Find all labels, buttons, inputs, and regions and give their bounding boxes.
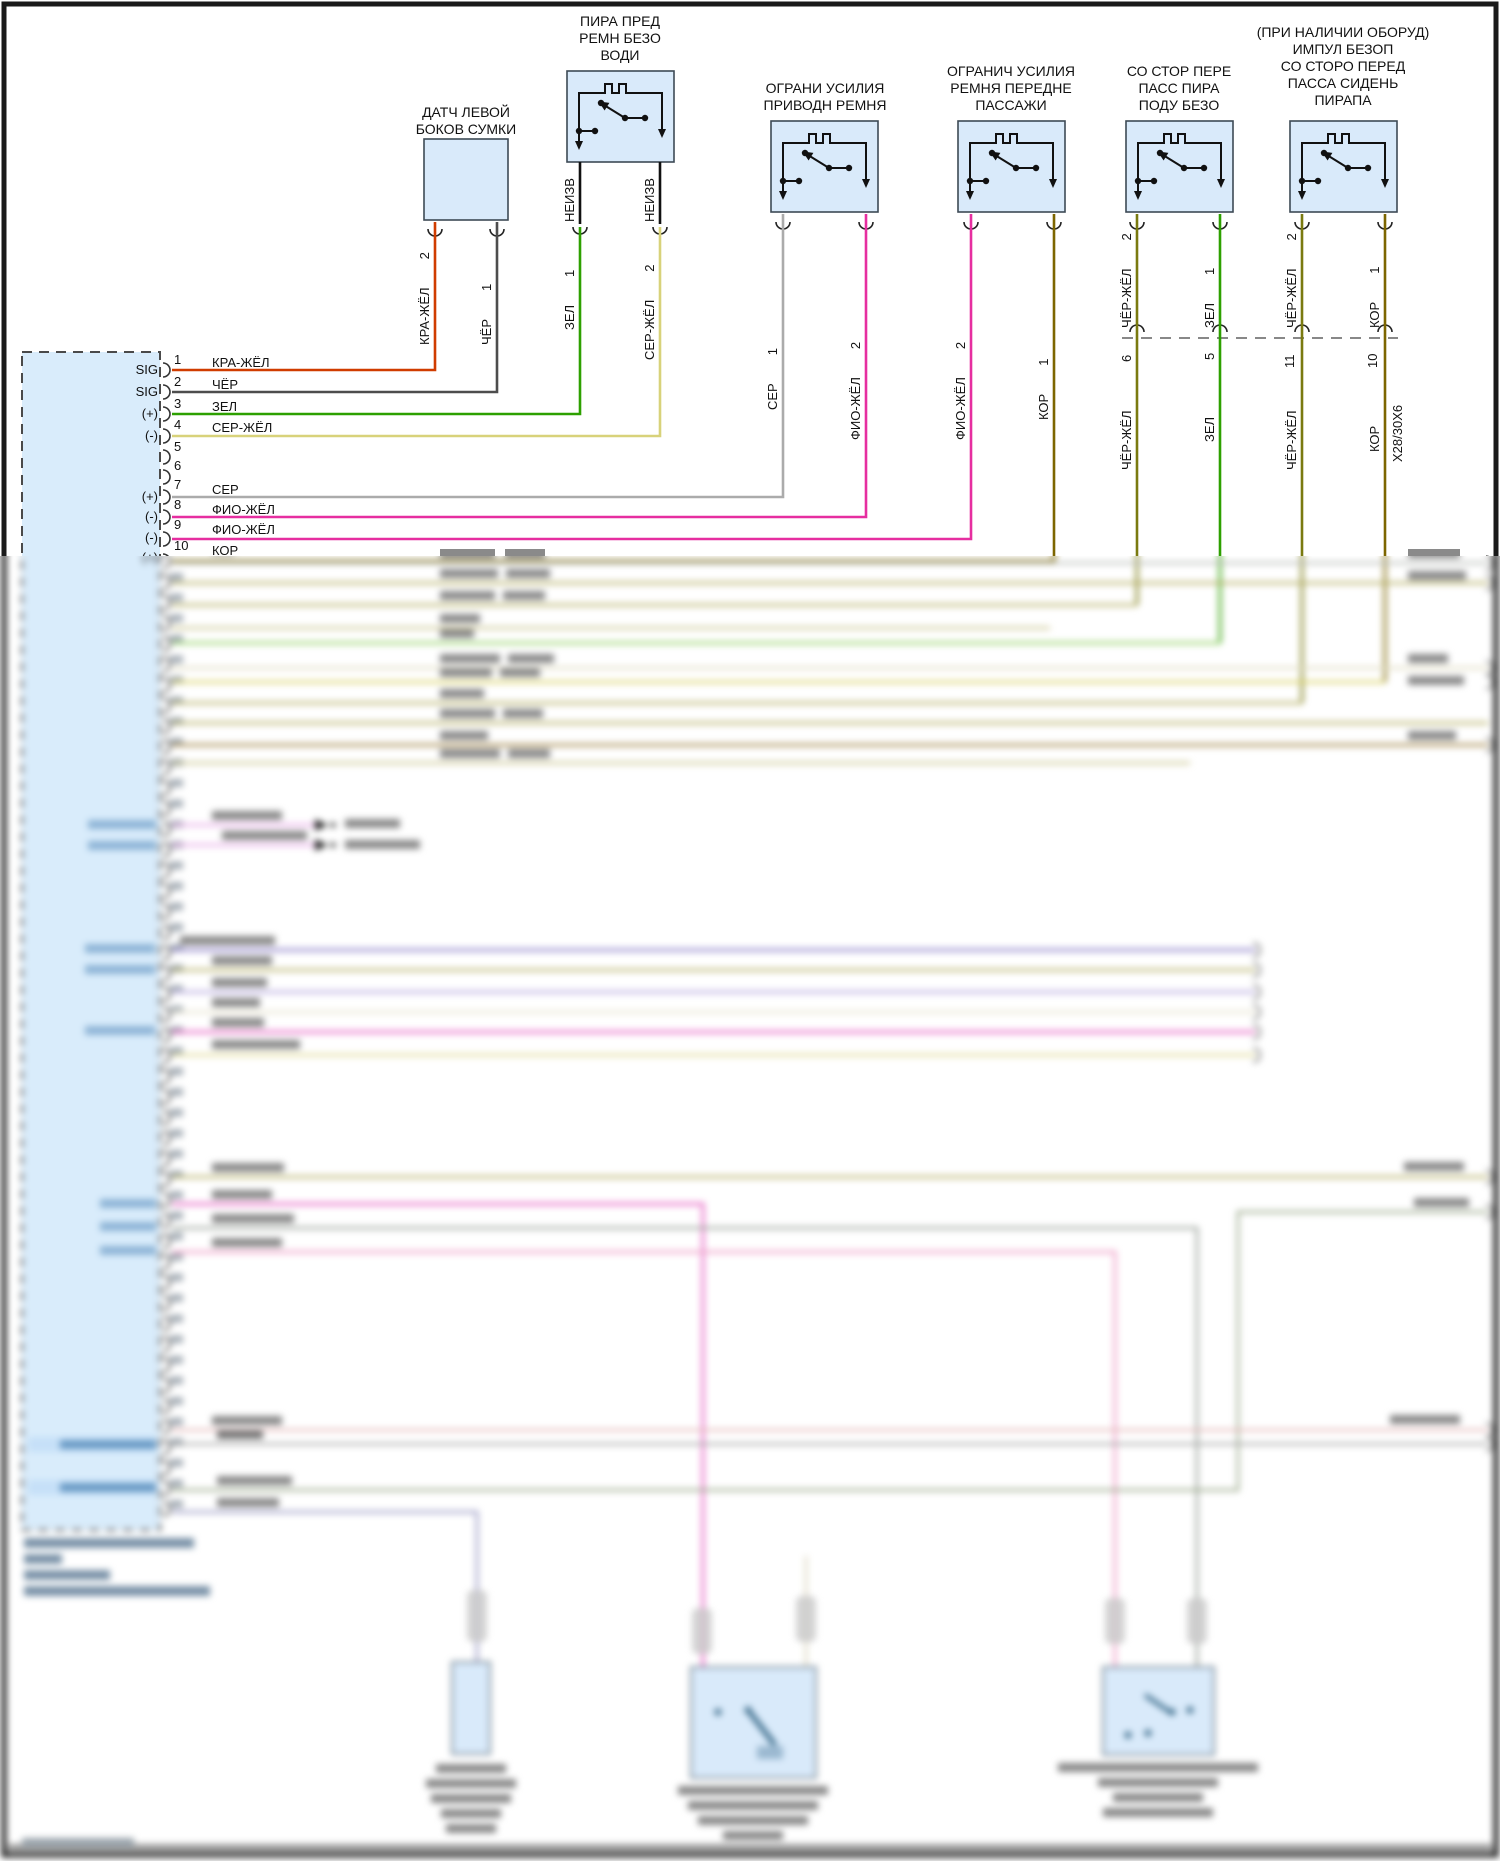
wire-label: ЧЁР-ЖЁЛ — [1284, 410, 1299, 470]
wire-label: СЕР1 — [765, 348, 780, 410]
module-pin-label: (-) — [145, 530, 158, 545]
wire-label: КОР — [1367, 425, 1382, 452]
module-pin-number: 1 — [174, 352, 182, 367]
wire-label: ЧЁР-ЖЁЛ — [1119, 410, 1134, 470]
wire-name: СЕР-ЖЁЛ — [212, 420, 273, 435]
module-pin-label: (-) — [145, 509, 158, 524]
module-pin-label: (+) — [141, 406, 158, 421]
module-pin-number: 4 — [174, 417, 182, 432]
wire-stub-label: НЕИЗВ — [562, 178, 577, 222]
wires-upper — [172, 214, 1387, 556]
module-pin-label: SIG — [135, 384, 158, 399]
connector-pin-number: 11 — [1282, 354, 1297, 369]
wire-name: ЗЕЛ — [212, 399, 238, 414]
wire-name: ФИО-ЖЁЛ — [212, 502, 275, 517]
wire-label: КОР1 — [1036, 358, 1051, 420]
module-pin-brackets — [162, 362, 171, 556]
blurred-wire-labels — [22, 556, 1469, 1847]
module-pin-number: 9 — [174, 517, 182, 532]
component-title-driver-belt-pretensioner: ПИРА ПРЕД РЕМН БЕЗО ВОДИ — [579, 13, 661, 63]
module-pin-number: 3 — [174, 396, 182, 411]
wire-name: КОР — [212, 543, 239, 558]
module-pin-number: 7 — [174, 477, 182, 492]
module-pin-label: SIG — [135, 362, 158, 377]
wire-label: ЧЁР1 — [479, 283, 494, 345]
wire-label: ЧЁР-ЖЁЛ2 — [1284, 233, 1299, 328]
wire-name: ФИО-ЖЁЛ — [212, 522, 275, 537]
inline-connector — [1122, 324, 1398, 339]
wires-lower-blurred — [172, 561, 1488, 1667]
wire-name: ЧЁР — [212, 377, 239, 392]
component-title-passenger-airbag-squib: СО СТОР ПЕРЕ ПАСС ПИРА ПОДУ БЕЗО — [1126, 63, 1232, 113]
module-pin-number: 5 — [174, 439, 182, 454]
connector-name-label: X28/30X6 — [1390, 404, 1405, 462]
bottom-components — [426, 1661, 1258, 1840]
wire-label: ЗЕЛ1 — [1202, 267, 1217, 328]
wire-stub-label: НЕИЗВ — [642, 178, 657, 222]
wire-name: КОР — [212, 543, 239, 558]
control-module-block — [21, 351, 161, 556]
wire-label: ЗЕЛ — [1202, 416, 1217, 442]
page-frame — [1, 1, 1499, 556]
component-title-driver-belt-force-limiter: ОГРАНИ УСИЛИЯ ПРИВОДН РЕМНЯ — [763, 80, 887, 113]
module-pin-label: (+) — [141, 489, 158, 504]
module-pin-number: 8 — [174, 497, 182, 512]
right-edge-ticks — [1252, 556, 1494, 1452]
wire-label: ФИО-ЖЁЛ2 — [953, 341, 968, 440]
component-title-left-side-bag-sensor: ДАТЧ ЛЕВОЙ БОКОВ СУМКИ — [415, 104, 517, 137]
wires-upper — [172, 556, 1387, 703]
wire-label: КРА-ЖЁЛ2 — [417, 252, 432, 345]
connector-pin-number: 10 — [1365, 353, 1380, 368]
module-pin-number: 10 — [174, 538, 189, 553]
wire-name: СЕР — [212, 482, 239, 497]
component-title-passenger-belt-force-limiter: ОГРАНИЧ УСИЛИЯ РЕМНЯ ПЕРЕДНЕ ПАССАЖИ — [946, 63, 1076, 113]
wire-label: ЗЕЛ1 — [562, 269, 577, 330]
control-module-block — [21, 556, 161, 1531]
module-pin-number: 2 — [174, 374, 182, 389]
page-frame — [1, 556, 1499, 1858]
blurred-wire-labels — [440, 549, 1460, 556]
component-boxes — [423, 70, 1398, 221]
connector-pin-number: 6 — [1119, 354, 1134, 362]
wire-name: КРА-ЖЁЛ — [212, 355, 270, 370]
connector-pin-number: 5 — [1202, 352, 1217, 360]
wire-label: ЧЁР-ЖЁЛ2 — [1119, 233, 1134, 328]
module-pin-number: 6 — [174, 458, 182, 473]
module-pin-label: (-) — [145, 428, 158, 443]
component-title-passenger-seat-squib: (ПРИ НАЛИЧИИ ОБОРУД) ИМПУЛ БЕЗОП СО СТОР… — [1256, 24, 1430, 108]
module-pin-label: (+) — [114, 550, 158, 556]
wire-label: ФИО-ЖЁЛ2 — [848, 341, 863, 440]
module-pin-label: (+) — [141, 550, 158, 565]
wire-label: СЕР-ЖЁЛ2 — [642, 264, 657, 360]
wire-label: КОР1 — [1367, 266, 1382, 328]
